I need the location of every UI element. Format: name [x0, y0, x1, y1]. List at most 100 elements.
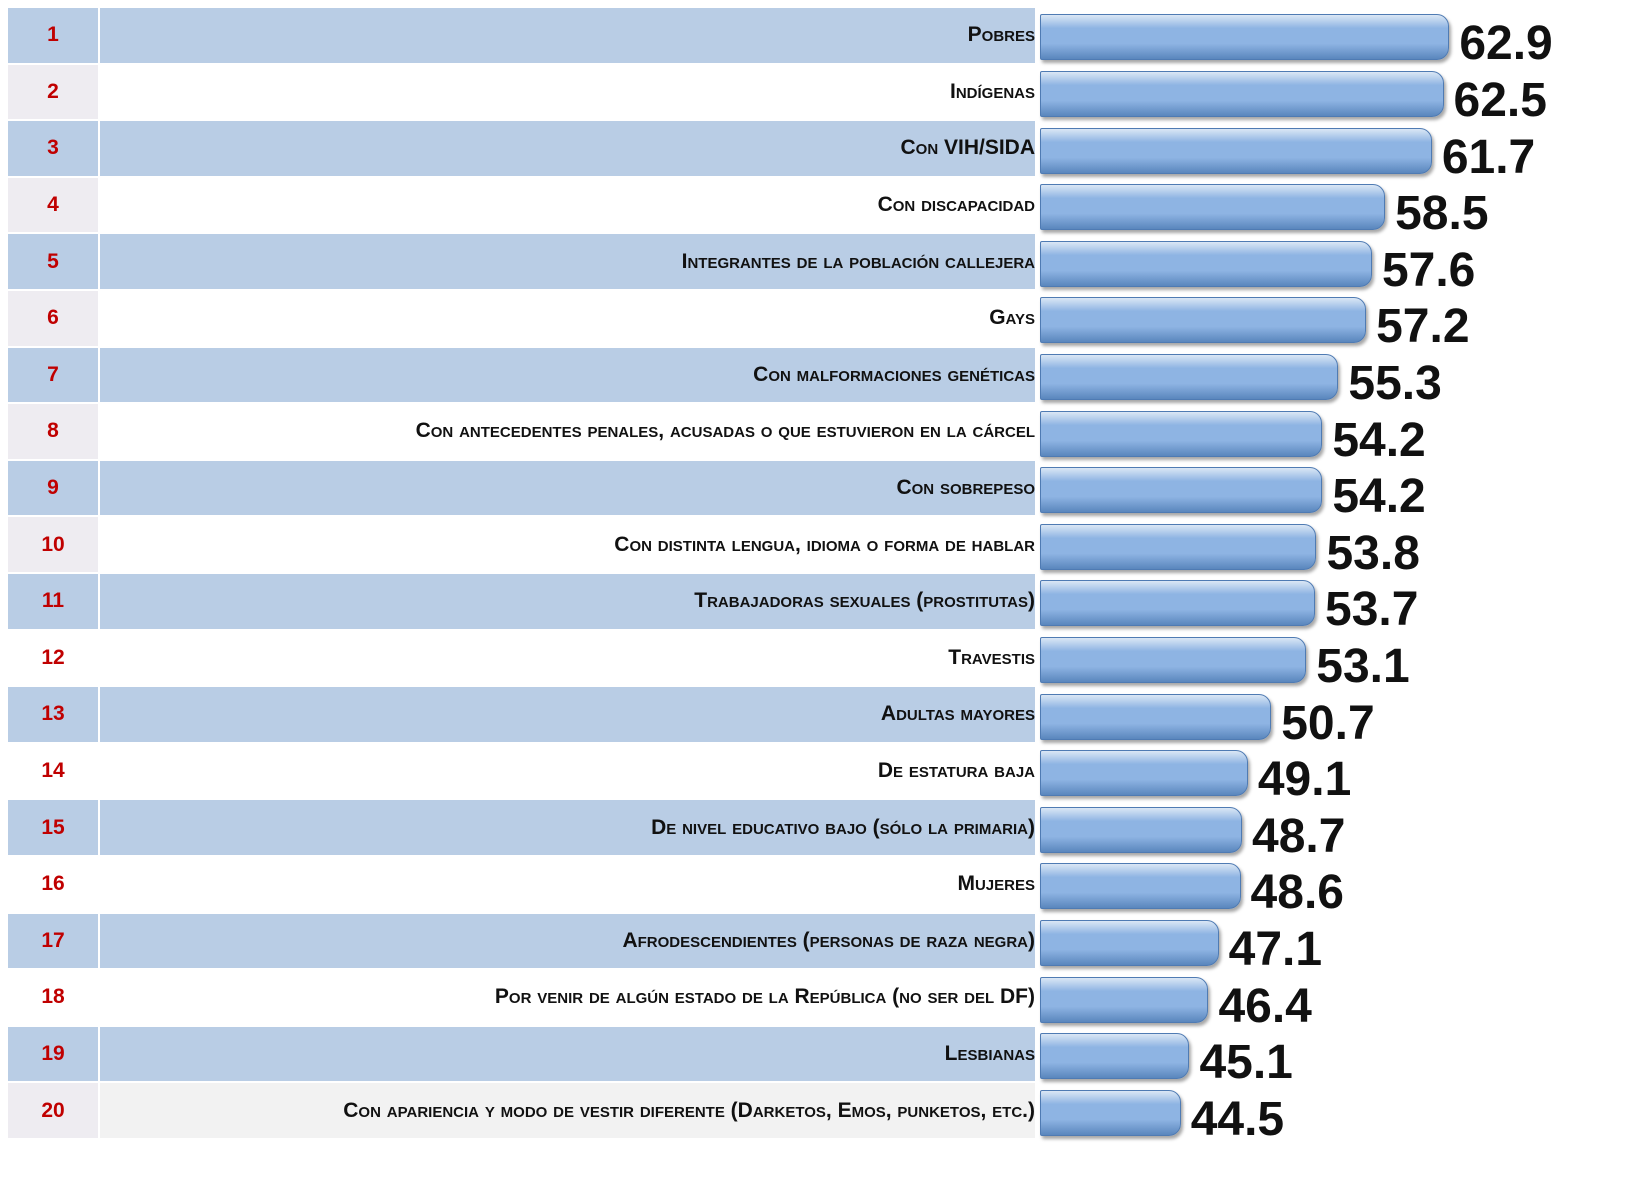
bar: [1040, 410, 1323, 457]
value-label: 53.1: [1316, 639, 1410, 693]
value-label: 53.8: [1326, 526, 1420, 580]
rank: 2: [8, 64, 98, 120]
table-row: 10 Con distinta lengua, idioma o forma de…: [8, 517, 1035, 572]
category-label: De estatura baja: [100, 743, 1035, 799]
table-row: 17 Afrodescendientes (personas de raza ne…: [8, 913, 1035, 969]
value-label: 49.1: [1257, 753, 1352, 807]
table-row: 16 Mujeres: [8, 857, 1035, 912]
value-label: 47.1: [1228, 922, 1323, 976]
bar: [1040, 467, 1323, 514]
table-row: 4 Con discapacidad: [8, 177, 1035, 233]
category-label: Con antecedentes penales, acusadas o que…: [100, 404, 1035, 459]
bar: [1040, 693, 1272, 740]
rank: 14: [8, 743, 98, 799]
table-row: 12 Travestis: [8, 630, 1035, 686]
rank: 13: [8, 687, 98, 742]
table-row: 6 Gays: [8, 291, 1035, 346]
rank: 10: [8, 517, 98, 572]
value-label: 48.7: [1252, 809, 1346, 863]
category-label: Pobres: [100, 8, 1035, 63]
table-row: 18 Por venir de algún estado de la Repúbl…: [8, 970, 1035, 1025]
value-label: 54.2: [1332, 470, 1426, 524]
category-label: Gays: [100, 291, 1035, 346]
value-label: 48.6: [1250, 866, 1344, 920]
bar: [1040, 976, 1209, 1023]
category-label: Lesbianas: [100, 1026, 1035, 1082]
bar: [1040, 1033, 1190, 1080]
category-label: Indígenas: [100, 64, 1035, 120]
bar: [1040, 353, 1339, 400]
rank: 9: [8, 460, 98, 516]
table-row: 11 Trabajadoras sexuales (prostitutas): [8, 574, 1035, 629]
table-row: 9 Con sobrepeso: [8, 460, 1035, 516]
category-label: Con VIH/SIDA: [100, 121, 1035, 176]
value-label: 54.2: [1332, 413, 1426, 467]
category-label: Con malformaciones genéticas: [100, 347, 1035, 403]
table-row: 13 Adultas mayores: [8, 687, 1035, 742]
rank: 20: [8, 1083, 98, 1138]
category-label: Mujeres: [100, 857, 1035, 912]
table-row: 19 Lesbianas: [8, 1026, 1035, 1082]
category-label: Con discapacidad: [100, 177, 1035, 233]
rank: 17: [8, 913, 98, 969]
bar: [1040, 750, 1248, 797]
category-label: Con distinta lengua, idioma o forma de h…: [100, 517, 1035, 572]
bar: [1040, 70, 1444, 117]
value-label: 58.5: [1395, 187, 1489, 241]
bar: [1040, 240, 1372, 287]
rank: 16: [8, 857, 98, 912]
table-row: 1 Pobres: [8, 8, 1035, 63]
table-row: 7 Con malformaciones genéticas: [8, 347, 1035, 403]
rank: 8: [8, 404, 98, 459]
value-label: 44.5: [1190, 1092, 1285, 1146]
rank: 15: [8, 800, 98, 855]
category-label: Afrodescendientes (personas de raza negr…: [100, 913, 1035, 969]
bar: [1040, 806, 1243, 853]
rank: 4: [8, 177, 98, 233]
table-row: 15 De nivel educativo bajo (sólo la prima…: [8, 800, 1035, 855]
bar: [1040, 1089, 1181, 1136]
rank: 1: [8, 8, 98, 63]
table-row: 2 Indígenas: [8, 64, 1035, 120]
value-label: 62.9: [1459, 17, 1553, 71]
value-label: 46.4: [1218, 979, 1312, 1033]
category-label: Con sobrepeso: [100, 460, 1035, 516]
value-label: 50.7: [1281, 696, 1375, 750]
rank: 18: [8, 970, 98, 1025]
rank: 7: [8, 347, 98, 403]
bar: [1040, 580, 1316, 627]
bar: [1040, 919, 1219, 966]
value-label: 45.1: [1199, 1036, 1293, 1090]
category-label: Adultas mayores: [100, 687, 1035, 742]
bar: [1040, 636, 1307, 683]
table-row: 5 Integrantes de la población callejera: [8, 234, 1035, 289]
category-label: Travestis: [100, 630, 1035, 686]
bar: [1040, 297, 1367, 344]
table-row: 14 De estatura baja: [8, 743, 1035, 799]
table-row: 8 Con antecedentes penales, acusadas o qu…: [8, 404, 1035, 459]
value-label: 53.7: [1325, 583, 1419, 637]
rank: 11: [8, 574, 98, 629]
rank: 5: [8, 234, 98, 289]
category-label: Con apariencia y modo de vestir diferent…: [100, 1083, 1035, 1138]
table-row: 3 Con VIH/SIDA: [8, 121, 1035, 176]
table-row: 20 Con apariencia y modo de vestir difere…: [8, 1083, 1035, 1138]
rank: 3: [8, 121, 98, 176]
category-label: De nivel educativo bajo (sólo la primari…: [100, 800, 1035, 855]
bar: [1040, 184, 1386, 231]
category-label: Integrantes de la población callejera: [100, 234, 1035, 289]
bar: [1040, 14, 1450, 61]
value-label: 62.5: [1453, 73, 1547, 127]
rank: 12: [8, 630, 98, 686]
value-label: 55.3: [1348, 356, 1442, 410]
bar: [1040, 863, 1241, 910]
value-label: 57.2: [1376, 300, 1470, 354]
value-label: 61.7: [1441, 130, 1536, 184]
rank: 19: [8, 1026, 98, 1082]
bar: [1040, 127, 1432, 174]
category-label: Por venir de algún estado de la Repúblic…: [100, 970, 1035, 1025]
rank: 6: [8, 291, 98, 346]
value-label: 57.6: [1381, 243, 1476, 297]
bar: [1040, 523, 1317, 570]
category-label: Trabajadoras sexuales (prostitutas): [100, 574, 1035, 629]
